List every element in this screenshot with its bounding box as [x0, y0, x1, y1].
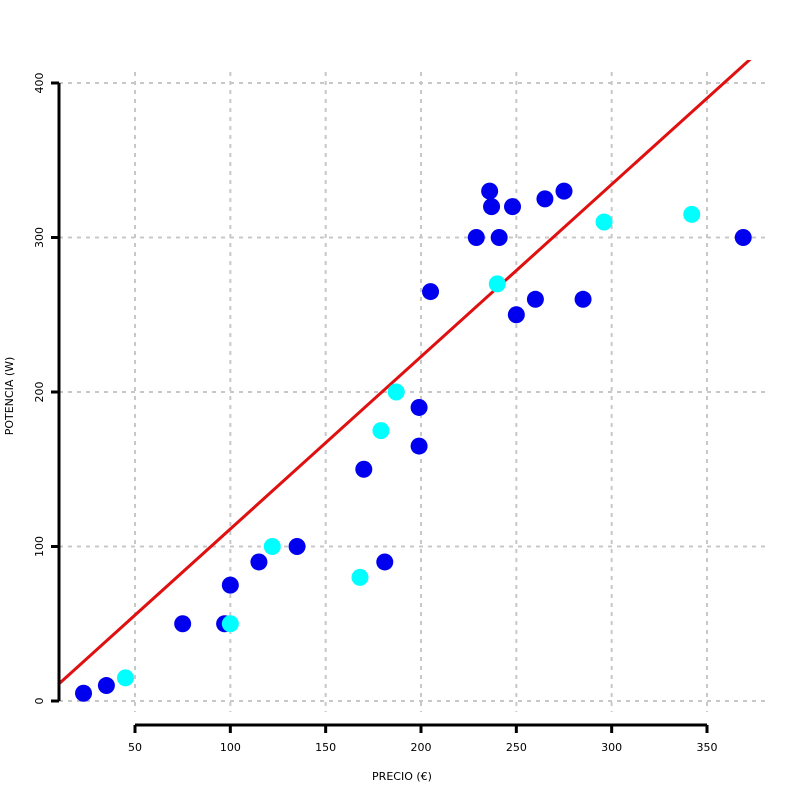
x-tick-label: 50	[128, 741, 142, 754]
y-tick-label: 200	[33, 382, 46, 403]
data-point	[288, 538, 306, 555]
data-point	[410, 437, 428, 455]
y-axis-title: POTENCIA (W)	[3, 357, 16, 436]
data-point	[75, 684, 93, 702]
y-tick-label: 400	[33, 73, 46, 94]
data-point	[372, 422, 390, 440]
data-point	[507, 306, 525, 324]
data-point	[410, 398, 428, 416]
data-point	[221, 615, 239, 633]
x-tick-label: 100	[220, 741, 241, 754]
data-point	[481, 182, 499, 200]
data-point	[574, 290, 592, 308]
data-point	[734, 229, 752, 246]
data-point	[387, 383, 405, 401]
grid	[59, 72, 765, 712]
x-tick-label: 150	[315, 741, 336, 754]
data-point	[97, 677, 115, 695]
data-point	[490, 229, 508, 246]
data-point	[555, 182, 573, 200]
data-point	[250, 553, 268, 571]
x-tick-label: 300	[601, 741, 622, 754]
data-points	[75, 182, 752, 702]
y-tick-label: 100	[33, 536, 46, 557]
y-tick-label: 300	[33, 227, 46, 248]
x-tick-label: 250	[506, 741, 527, 754]
data-point	[351, 568, 369, 586]
data-point	[526, 290, 544, 308]
data-point	[467, 229, 485, 246]
trend-line	[59, 60, 752, 686]
data-point	[116, 669, 134, 687]
data-point	[221, 576, 239, 594]
data-point	[504, 198, 522, 216]
data-point	[483, 198, 501, 216]
data-point	[488, 275, 506, 293]
data-point	[174, 615, 192, 633]
axes: 0 100 200 300 400 50 100 150 200 250 300 350	[33, 73, 718, 755]
x-axis-title: PRECIO (€)	[372, 770, 432, 783]
data-point	[422, 283, 440, 301]
data-point	[683, 205, 701, 223]
data-point	[355, 460, 373, 478]
data-point	[595, 213, 613, 231]
x-tick-label: 350	[697, 741, 718, 754]
x-tick-label: 200	[411, 741, 432, 754]
y-tick-label: 0	[33, 698, 46, 705]
data-point	[376, 553, 394, 571]
trend-line-group	[59, 60, 752, 686]
data-point	[536, 190, 554, 208]
data-point	[263, 538, 281, 555]
